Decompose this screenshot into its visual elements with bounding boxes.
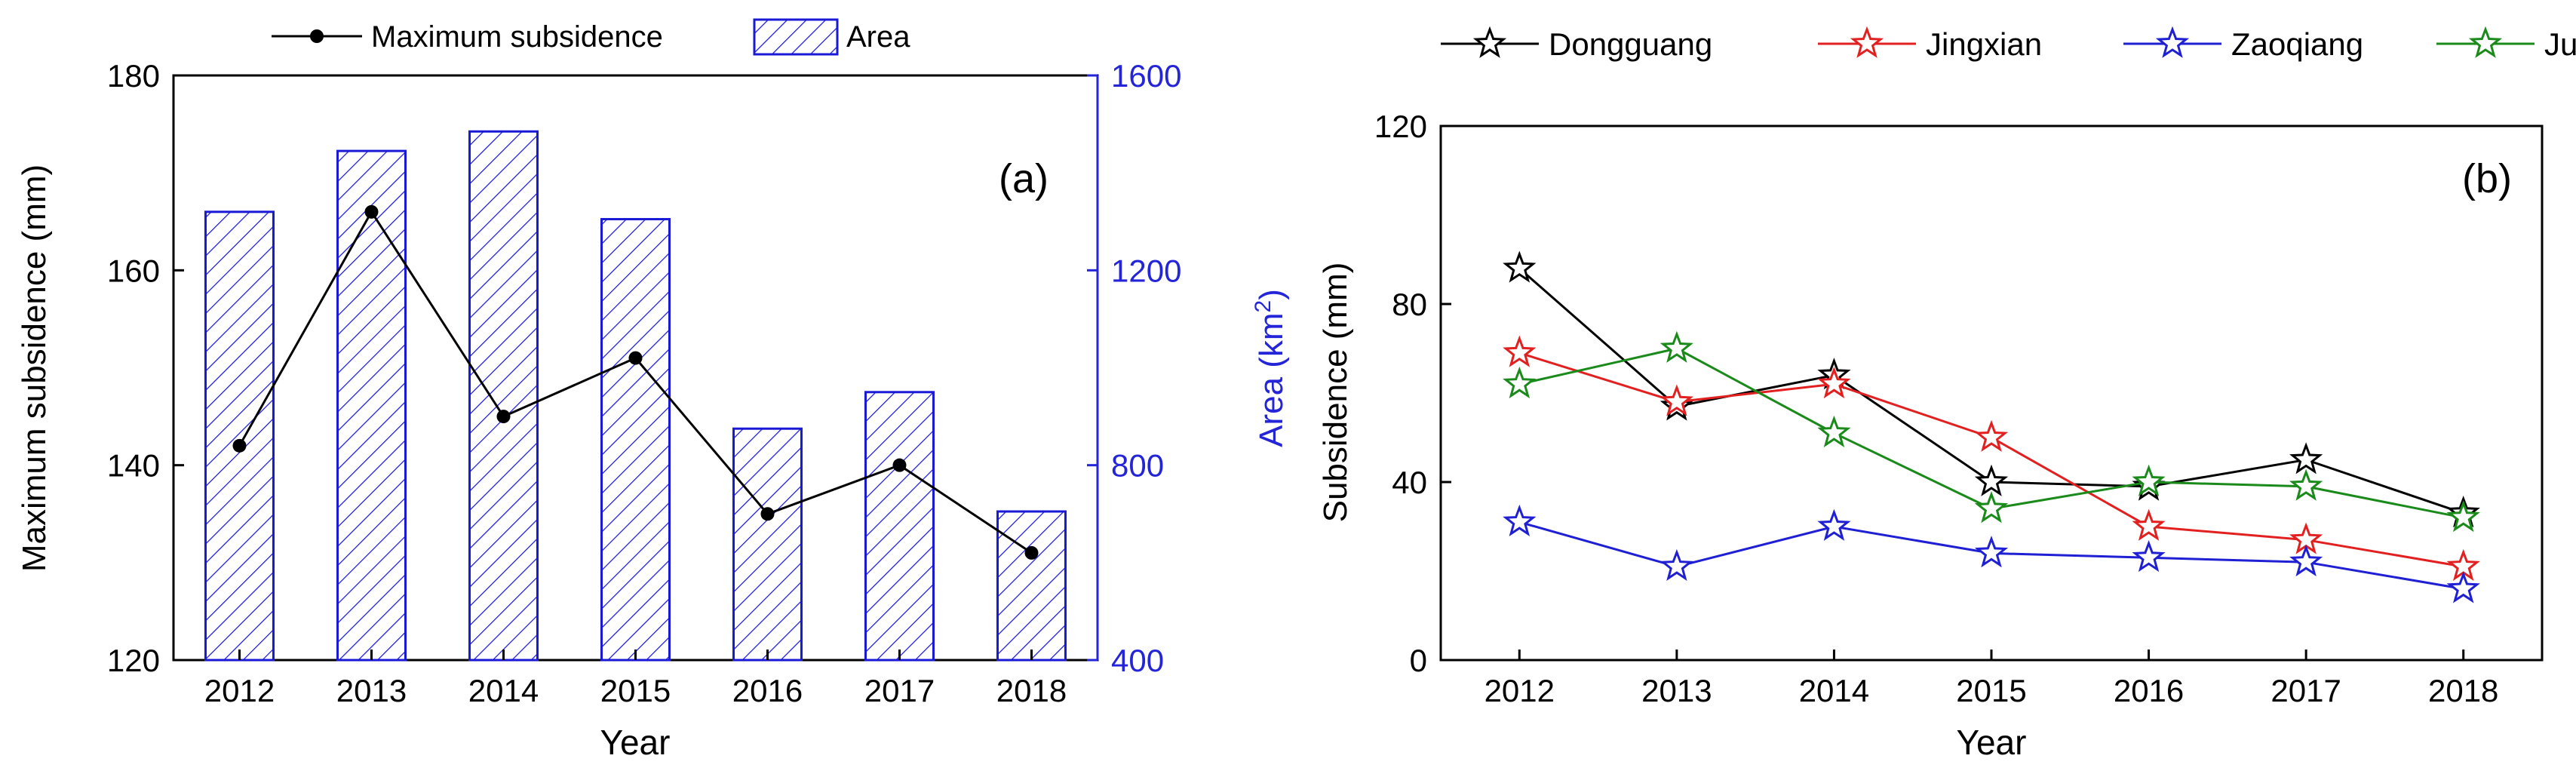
point-jingxian-2013 bbox=[1660, 384, 1693, 416]
panel-b: 2012 2013 2014 2015 2016 2017 2018 0 40 80 120 (b)… bbox=[1317, 26, 2576, 762]
panel-a-left-axis-title: Maximum subsidence (mm) bbox=[16, 164, 53, 572]
legend-swatch-area bbox=[753, 18, 839, 56]
point-maximum-subsidence-2014 bbox=[496, 410, 511, 424]
panel-b-y-tick-label: 80 bbox=[1392, 287, 1427, 322]
point-maximum-subsidence-2013 bbox=[364, 204, 379, 219]
panel-a-bars bbox=[204, 130, 1067, 662]
panel-a-left-tick-label: 160 bbox=[107, 253, 160, 288]
bar-area-2012 bbox=[204, 210, 275, 662]
panel-a-left-tick-label: 180 bbox=[107, 58, 160, 94]
point-zaoqiang-2018 bbox=[2446, 571, 2480, 603]
panel-a-x-tick-label: 2012 bbox=[204, 673, 275, 708]
bar-area-2014 bbox=[468, 130, 539, 662]
point-zaoqiang-2017 bbox=[2289, 544, 2323, 577]
panel-a-x-tick-label: 2013 bbox=[336, 673, 407, 708]
panel-a-x-tick-label: 2015 bbox=[600, 673, 671, 708]
panel-a-x-tick-label: 2018 bbox=[996, 673, 1067, 708]
legend-label-jingxian: Jingxian bbox=[1926, 26, 2042, 62]
point-dongguang-2012 bbox=[1503, 250, 1537, 283]
panel-a-ticks: 2012 2013 2014 2015 2016 2017 2018 120 140 160 180… bbox=[107, 58, 1182, 708]
panel-b-y-tick-label: 0 bbox=[1410, 643, 1427, 678]
panel-b-y-tick-label: 120 bbox=[1374, 109, 1427, 144]
panel-b-x-axis-title: Year bbox=[1957, 723, 2027, 762]
point-jingxian-2014 bbox=[1817, 366, 1851, 399]
point-dongguang-2017 bbox=[2289, 442, 2323, 474]
point-zaoqiang-2016 bbox=[2132, 540, 2166, 573]
legend-swatch-jingxian-marker bbox=[1850, 26, 1884, 58]
panel-b-x-tick-label: 2017 bbox=[2271, 673, 2341, 708]
legend-label-dongguang: Dongguang bbox=[1549, 26, 1712, 62]
panel-a-right-axis-title: Area (km2) bbox=[1251, 289, 1290, 447]
legend-swatch-maximum-subsidence-marker bbox=[310, 29, 324, 43]
panel-a-x-tick-label: 2014 bbox=[468, 673, 539, 708]
panel-b-x-tick-label: 2014 bbox=[1799, 673, 1869, 708]
panel-b-y-tick-label: 40 bbox=[1392, 465, 1427, 500]
panel-b-ticks: 2012 2013 2014 2015 2016 2017 2018 0 40 80 120 bbox=[1374, 109, 2499, 708]
panel-b-x-tick-label: 2016 bbox=[2114, 673, 2184, 708]
point-maximum-subsidence-2016 bbox=[760, 507, 775, 521]
panel-b-x-tick-label: 2018 bbox=[2428, 673, 2498, 708]
point-jingxian-2012 bbox=[1503, 335, 1537, 367]
bar-area-2015 bbox=[600, 218, 671, 662]
legend-label-julu: Julu bbox=[2544, 26, 2576, 62]
point-julu-2017 bbox=[2289, 468, 2323, 501]
panel-a-x-tick-label: 2017 bbox=[864, 673, 935, 708]
panel-a-left-tick-label: 140 bbox=[107, 448, 160, 484]
point-julu-2018 bbox=[2446, 499, 2480, 533]
panel-a-label: (a) bbox=[999, 156, 1049, 201]
point-maximum-subsidence-2012 bbox=[232, 438, 247, 453]
point-maximum-subsidence-2018 bbox=[1024, 545, 1039, 560]
panel-a: 2012 2013 2014 2015 2016 2017 2018 120 140 160 180… bbox=[16, 18, 1290, 762]
bar-area-2018 bbox=[996, 510, 1067, 662]
point-julu-2014 bbox=[1817, 415, 1851, 447]
bar-area-2013 bbox=[336, 149, 407, 662]
panel-b-label: (b) bbox=[2462, 156, 2512, 201]
point-julu-2012 bbox=[1503, 366, 1537, 399]
panel-a-right-tick-label: 400 bbox=[1111, 643, 1164, 678]
point-jingxian-2016 bbox=[2132, 508, 2166, 541]
point-zaoqiang-2015 bbox=[1974, 536, 2009, 568]
bar-area-2017 bbox=[864, 391, 935, 662]
point-dongguang-2015 bbox=[1974, 464, 2009, 496]
point-maximum-subsidence-2015 bbox=[628, 351, 643, 365]
panel-a-left-tick-label: 120 bbox=[107, 643, 160, 678]
point-julu-2016 bbox=[2132, 464, 2166, 496]
legend-label-maximum-subsidence: Maximum subsidence bbox=[371, 20, 663, 54]
panel-a-line-series bbox=[232, 204, 1039, 560]
panel-a-x-axis-title: Year bbox=[600, 723, 671, 762]
legend-swatch-julu-marker bbox=[2468, 26, 2503, 58]
panel-a-right-tick-label: 1600 bbox=[1111, 58, 1181, 94]
bar-area-2016 bbox=[732, 427, 803, 662]
point-zaoqiang-2014 bbox=[1817, 508, 1851, 541]
legend-label-area: Area bbox=[846, 20, 910, 54]
point-julu-2015 bbox=[1974, 491, 2009, 524]
legend-label-zaoqiang: Zaoqiang bbox=[2231, 26, 2363, 62]
panel-b-plot-frame bbox=[1439, 124, 2544, 662]
panel-b-y-axis-title: Subsidence (mm) bbox=[1317, 263, 1354, 523]
point-zaoqiang-2012 bbox=[1503, 504, 1537, 536]
legend-swatch-zaoqiang-marker bbox=[2155, 26, 2190, 58]
panel-b-line-series bbox=[1503, 250, 2480, 603]
point-julu-2013 bbox=[1660, 330, 1693, 363]
point-maximum-subsidence-2017 bbox=[892, 458, 907, 472]
panel-b-x-tick-label: 2015 bbox=[1956, 673, 2026, 708]
point-jingxian-2015 bbox=[1974, 419, 2009, 452]
panel-a-legend: Maximum subsidence Area bbox=[272, 18, 910, 56]
panel-a-x-tick-label: 2016 bbox=[732, 673, 803, 708]
panel-a-right-tick-label: 800 bbox=[1111, 448, 1164, 484]
panel-a-right-tick-label: 1200 bbox=[1111, 253, 1181, 288]
panel-b-legend: Dongguang Jingxian Zaoqiang Julu bbox=[1441, 26, 2576, 62]
panel-b-x-tick-label: 2013 bbox=[1641, 673, 1712, 708]
point-zaoqiang-2013 bbox=[1660, 548, 1693, 581]
legend-swatch-dongguang-marker bbox=[1472, 26, 1507, 58]
panel-b-x-tick-label: 2012 bbox=[1485, 673, 1555, 708]
